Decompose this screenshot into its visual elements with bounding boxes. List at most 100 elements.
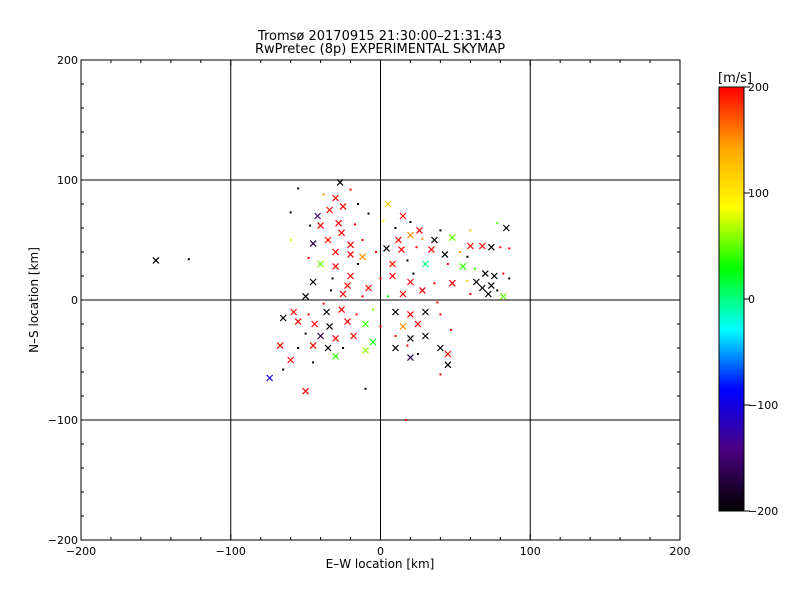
data-point-dot <box>342 347 345 349</box>
data-point-dot <box>466 255 469 258</box>
data-point-cross <box>502 224 510 232</box>
data-point-cross <box>441 250 449 258</box>
data-point-cross <box>384 200 392 208</box>
data-point-cross <box>152 256 160 264</box>
data-point-cross <box>419 286 426 294</box>
data-point-cross <box>499 292 507 300</box>
data-point-cross <box>311 320 319 328</box>
data-point-cross <box>466 242 474 250</box>
data-point-cross <box>399 212 407 220</box>
data-point-cross <box>448 279 456 287</box>
data-point-cross <box>430 236 438 244</box>
data-point-dot <box>355 313 358 316</box>
data-point-dot <box>439 313 442 316</box>
data-point-dot <box>304 332 307 335</box>
data-point-dot <box>415 246 418 249</box>
data-point-cross <box>436 344 444 352</box>
y-axis-label: N–S location [km] <box>27 247 41 353</box>
data-point-dot <box>289 211 292 214</box>
data-point-cross <box>359 253 366 261</box>
data-point-cross <box>309 278 317 286</box>
data-point-cross <box>344 282 351 290</box>
data-point-cross <box>389 272 396 280</box>
data-point-dot <box>469 229 472 232</box>
data-point-cross <box>365 284 372 292</box>
data-point-cross <box>294 318 302 326</box>
data-point-cross <box>276 342 284 350</box>
data-point-cross <box>317 332 325 340</box>
data-point-cross <box>478 242 486 250</box>
data-point-dot <box>375 251 378 253</box>
data-point-cross <box>332 352 339 360</box>
y-tick-label: −100 <box>48 414 78 427</box>
data-point-dot <box>439 373 442 376</box>
data-point-dot <box>421 237 424 240</box>
data-point-dot <box>416 353 419 355</box>
data-points <box>152 178 511 421</box>
data-point-cross <box>369 338 377 346</box>
y-tick-label: 0 <box>71 294 78 307</box>
data-point-dot <box>439 229 442 232</box>
data-point-dot <box>282 368 285 371</box>
data-point-cross <box>290 308 298 316</box>
data-point-dot <box>187 258 190 261</box>
data-point-dot <box>436 301 439 304</box>
data-point-cross <box>407 334 414 342</box>
data-point-dot <box>446 263 449 265</box>
data-point-dot <box>502 272 505 275</box>
data-point-cross <box>317 260 325 268</box>
chart-title: Tromsø 20170915 21:30:00–21:31:43 <box>257 29 502 44</box>
data-point-cross <box>407 354 414 362</box>
data-point-cross <box>484 290 492 298</box>
data-point-cross <box>314 212 322 220</box>
data-point-dot <box>469 293 472 295</box>
data-point-dot <box>372 308 375 311</box>
data-point-dot <box>466 279 469 282</box>
data-point-dot <box>496 289 499 292</box>
data-point-cross <box>414 320 422 328</box>
data-point-cross <box>395 236 402 244</box>
data-point-dot <box>307 257 310 259</box>
y-tick-label: −200 <box>48 534 78 547</box>
data-point-cross <box>407 310 414 318</box>
y-tick-label: 100 <box>57 174 78 187</box>
data-point-cross <box>350 332 357 340</box>
data-point-dot <box>331 277 334 280</box>
data-point-cross <box>332 262 339 270</box>
data-point-cross <box>478 284 486 292</box>
data-point-dot <box>409 221 412 223</box>
data-point-dot <box>406 259 409 262</box>
data-point-cross <box>347 272 354 280</box>
x-tick-label: 100 <box>520 545 541 558</box>
data-point-cross <box>399 322 407 330</box>
data-point-cross <box>326 322 334 330</box>
data-point-dot <box>499 246 502 249</box>
data-point-dot <box>322 193 325 196</box>
colorbar-tick-label: 0 <box>748 293 755 306</box>
data-point-dot <box>449 329 452 331</box>
data-point-cross <box>398 246 405 254</box>
data-point-cross <box>344 318 351 326</box>
data-point-cross <box>309 240 317 248</box>
data-point-cross <box>326 206 334 214</box>
data-point-cross <box>302 292 310 300</box>
x-tick-label: −200 <box>66 545 96 558</box>
data-point-dot <box>367 212 370 215</box>
data-point-cross <box>323 308 331 316</box>
data-point-cross <box>347 250 354 258</box>
data-point-cross <box>472 278 480 286</box>
x-tick-label: 200 <box>670 545 691 558</box>
data-point-cross <box>490 272 498 280</box>
data-point-dot <box>297 187 300 190</box>
data-point-cross <box>332 334 339 342</box>
data-point-cross <box>339 202 347 210</box>
data-point-cross <box>427 246 435 254</box>
data-point-dot <box>382 219 385 222</box>
data-point-cross <box>487 243 495 251</box>
data-point-cross <box>332 248 339 256</box>
data-point-dot <box>379 325 382 328</box>
data-point-cross <box>392 344 399 352</box>
data-point-dot <box>354 223 357 226</box>
data-point-cross <box>448 234 456 242</box>
data-point-dot <box>361 239 364 241</box>
